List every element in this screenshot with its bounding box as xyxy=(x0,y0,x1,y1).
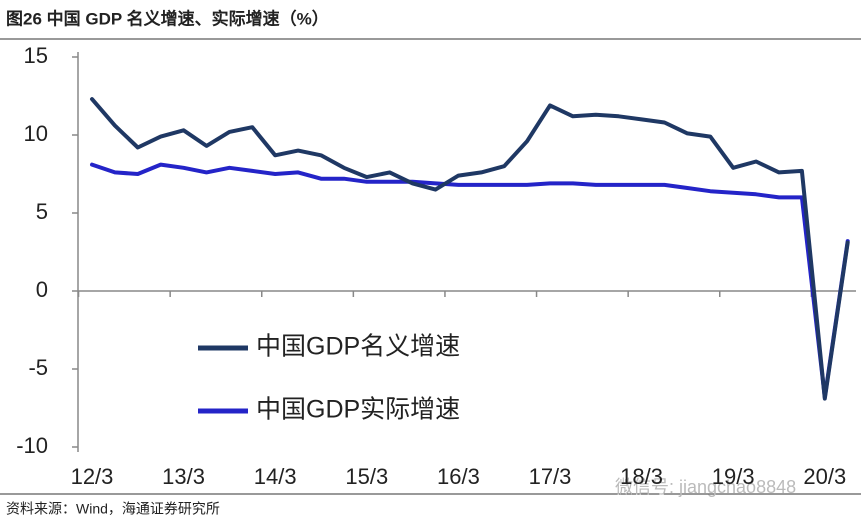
y-tick-label: 15 xyxy=(24,43,48,68)
legend-label: 中国GDP实际增速 xyxy=(256,396,460,424)
x-tick-label: 20/3 xyxy=(803,464,846,489)
x-tick-label: 14/3 xyxy=(254,464,297,489)
x-tick-label: 13/3 xyxy=(162,464,205,489)
series-line xyxy=(90,97,850,401)
x-tick-label: 12/3 xyxy=(71,464,114,489)
y-tick-label: -10 xyxy=(16,433,48,458)
x-tick-label: 19/3 xyxy=(712,464,755,489)
y-tick-label: 0 xyxy=(36,277,48,302)
x-tick-label: 18/3 xyxy=(620,464,663,489)
y-tick-label: 5 xyxy=(36,199,48,224)
x-tick-label: 16/3 xyxy=(437,464,480,489)
watermark: 微信号: jiangchao8848 xyxy=(615,477,796,497)
series-line xyxy=(90,162,850,400)
legend-label: 中国GDP名义增速 xyxy=(256,333,460,361)
chart-title: 图26 中国 GDP 名义增速、实际增速（%） xyxy=(6,8,329,28)
y-tick-label: -5 xyxy=(28,355,48,380)
x-tick-label: 17/3 xyxy=(529,464,572,489)
y-tick-label: 10 xyxy=(24,121,48,146)
source-note: 资料来源：Wind，海通证券研究所 xyxy=(6,501,220,517)
x-tick-label: 15/3 xyxy=(345,464,388,489)
